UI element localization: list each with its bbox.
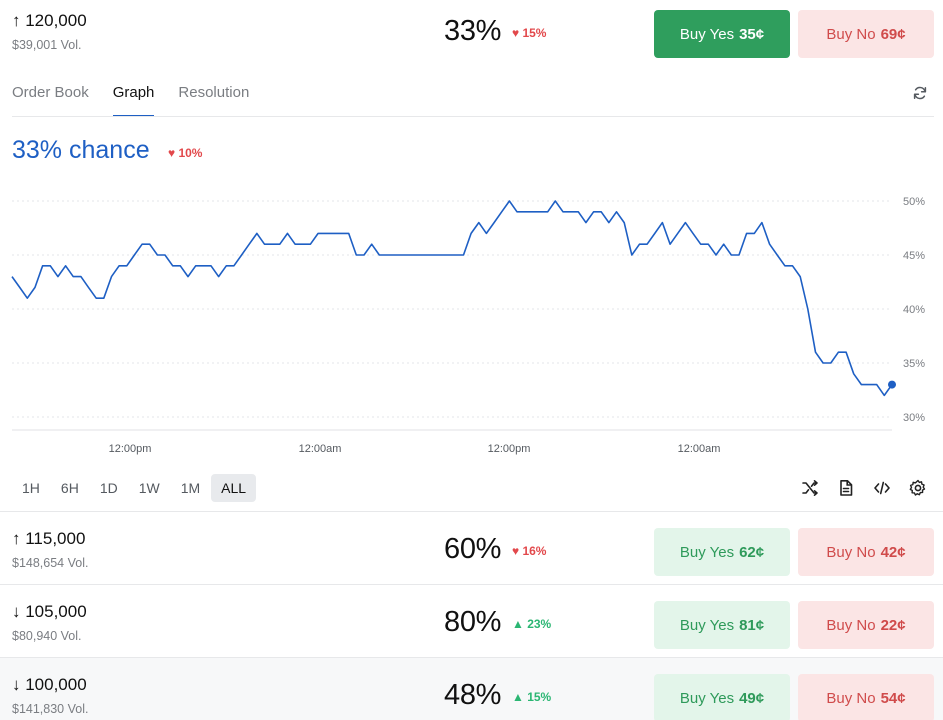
range-1m[interactable]: 1M xyxy=(180,480,201,496)
chance-headline: 33% chance xyxy=(12,136,150,164)
buy-no-button[interactable]: Buy No 54¢ xyxy=(798,674,934,720)
buy-no-price: 22¢ xyxy=(880,616,906,634)
document-icon[interactable] xyxy=(837,479,855,497)
market-percent: 80% xyxy=(444,606,502,638)
market-volume: $39,001 Vol. xyxy=(12,38,82,52)
buy-no-price: 42¢ xyxy=(880,543,906,561)
x-tick-label: 12:00am xyxy=(299,443,342,455)
chance-change: ♥ 10% xyxy=(168,146,203,160)
market-change: ▲ 15% xyxy=(512,690,552,704)
buy-yes-price: 62¢ xyxy=(739,543,765,561)
buy-yes-button[interactable]: Buy Yes 35¢ xyxy=(654,10,790,58)
code-icon[interactable] xyxy=(873,479,891,497)
buy-yes-button[interactable]: Buy Yes 62¢ xyxy=(654,528,790,576)
buy-no-label: Buy No xyxy=(826,689,876,707)
market-volume: $148,654 Vol. xyxy=(12,556,89,570)
buy-no-button[interactable]: Buy No 69¢ xyxy=(798,10,934,58)
shuffle-icon[interactable] xyxy=(801,479,819,497)
market-title: ↓ 105,000 xyxy=(12,602,87,621)
range-1w[interactable]: 1W xyxy=(138,480,160,496)
market-row[interactable]: ↓ 100,000 $141,830 Vol. 48% ▲ 15% Buy Ye… xyxy=(0,657,943,720)
y-tick-label: 45% xyxy=(903,250,925,262)
range-6h[interactable]: 6H xyxy=(60,480,79,496)
buy-yes-button[interactable]: Buy Yes 49¢ xyxy=(654,674,790,720)
buy-no-label: Buy No xyxy=(826,543,876,561)
buy-yes-label: Buy Yes xyxy=(679,25,735,43)
latest-point xyxy=(888,380,896,389)
x-tick-label: 12:00pm xyxy=(109,443,152,455)
buy-yes-price: 81¢ xyxy=(739,616,765,634)
series-line xyxy=(11,200,893,397)
buy-no-button[interactable]: Buy No 42¢ xyxy=(798,528,934,576)
buy-no-label: Buy No xyxy=(826,25,876,43)
buy-yes-price: 35¢ xyxy=(739,25,765,43)
range-all[interactable]: ALL xyxy=(211,474,257,502)
market-change: ▲ 23% xyxy=(512,617,552,631)
y-tick-label: 35% xyxy=(903,358,925,370)
x-tick-label: 12:00pm xyxy=(488,443,531,455)
market-volume: $141,830 Vol. xyxy=(12,702,89,716)
buy-no-price: 69¢ xyxy=(880,25,906,43)
tab-order-book[interactable]: Order Book xyxy=(12,84,89,101)
market-percent: 48% xyxy=(444,679,502,711)
range-1h[interactable]: 1H xyxy=(22,480,40,496)
buy-yes-label: Buy Yes xyxy=(679,543,735,561)
y-tick-label: 40% xyxy=(903,304,925,316)
y-tick-label: 30% xyxy=(903,412,925,424)
tabs-divider xyxy=(12,116,934,117)
buy-no-button[interactable]: Buy No 22¢ xyxy=(798,601,934,649)
buy-no-price: 54¢ xyxy=(880,689,906,707)
market-row[interactable]: ↑ 120,000 $39,001 Vol. 33% ♥ 15% Buy Yes… xyxy=(0,0,943,66)
buy-yes-price: 49¢ xyxy=(739,689,765,707)
buy-yes-button[interactable]: Buy Yes 81¢ xyxy=(654,601,790,649)
market-change: ♥ 15% xyxy=(512,26,547,40)
gear-icon[interactable] xyxy=(909,479,927,497)
market-title: ↓ 100,000 xyxy=(12,675,87,694)
buy-no-label: Buy No xyxy=(826,616,876,634)
market-row[interactable]: ↓ 105,000 $80,940 Vol. 80% ▲ 23% Buy Yes… xyxy=(0,584,943,657)
buy-yes-label: Buy Yes xyxy=(679,616,735,634)
probability-chart[interactable]: 50% 45% 40% 35% 30% 12:00pm 12:00am 12:00pm 12:0… xyxy=(0,180,943,470)
market-percent: 60% xyxy=(444,533,502,565)
detail-tabs: Order Book Graph Resolution xyxy=(12,83,273,117)
y-tick-label: 50% xyxy=(903,196,925,208)
market-change: ♥ 16% xyxy=(512,544,547,558)
market-row[interactable]: ↑ 115,000 $148,654 Vol. 60% ♥ 16% Buy Ye… xyxy=(0,511,943,584)
market-title: ↑ 115,000 xyxy=(12,529,86,548)
market-title: ↑ 120,000 xyxy=(12,11,87,30)
refresh-icon[interactable] xyxy=(912,85,928,101)
range-selector: 1H 6H 1D 1W 1M ALL xyxy=(12,474,257,502)
market-volume: $80,940 Vol. xyxy=(12,629,82,643)
tab-resolution[interactable]: Resolution xyxy=(178,84,250,101)
x-tick-label: 12:00am xyxy=(678,443,721,455)
range-1d[interactable]: 1D xyxy=(99,480,118,496)
buy-yes-label: Buy Yes xyxy=(679,689,735,707)
market-percent: 33% xyxy=(444,15,502,47)
tab-graph[interactable]: Graph xyxy=(112,83,155,117)
